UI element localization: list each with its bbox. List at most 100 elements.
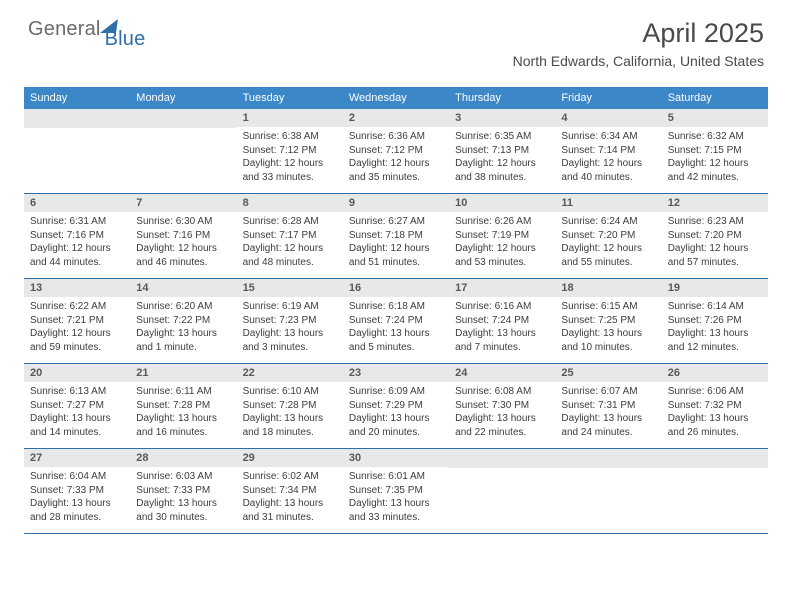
day-cell: 7Sunrise: 6:30 AMSunset: 7:16 PMDaylight… — [130, 194, 236, 278]
sunrise-line: Sunrise: 6:28 AM — [243, 215, 337, 229]
logo-general: General — [28, 18, 101, 41]
sunrise-line: Sunrise: 6:35 AM — [455, 130, 549, 144]
day-cell: 26Sunrise: 6:06 AMSunset: 7:32 PMDayligh… — [662, 364, 768, 448]
day-cell: 17Sunrise: 6:16 AMSunset: 7:24 PMDayligh… — [449, 279, 555, 363]
daylight-line: Daylight: 13 hours and 18 minutes. — [243, 412, 337, 439]
sunrise-line: Sunrise: 6:16 AM — [455, 300, 549, 314]
sunset-line: Sunset: 7:23 PM — [243, 314, 337, 328]
day-cell: 10Sunrise: 6:26 AMSunset: 7:19 PMDayligh… — [449, 194, 555, 278]
day-cell: 5 Sunrise: 6:32 AMSunset: 7:15 PMDaylight… — [662, 109, 768, 193]
daylight-line: Daylight: 13 hours and 14 minutes. — [30, 412, 124, 439]
sunset-line: Sunset: 7:16 PM — [136, 229, 230, 243]
daylight-line: Daylight: 13 hours and 33 minutes. — [349, 497, 443, 524]
day-body: Sunrise: 6:31 AMSunset: 7:16 PMDaylight:… — [24, 212, 130, 275]
day-cell: 11Sunrise: 6:24 AMSunset: 7:20 PMDayligh… — [555, 194, 661, 278]
day-body: Sunrise: 6:30 AMSunset: 7:16 PMDaylight:… — [130, 212, 236, 275]
daylight-line: Daylight: 12 hours and 42 minutes. — [668, 157, 762, 184]
day-number — [662, 449, 768, 468]
sunset-line: Sunset: 7:29 PM — [349, 399, 443, 413]
day-cell: 9Sunrise: 6:27 AMSunset: 7:18 PMDaylight… — [343, 194, 449, 278]
sunset-line: Sunset: 7:12 PM — [349, 144, 443, 158]
day-body: Sunrise: 6:38 AMSunset: 7:12 PMDaylight:… — [237, 127, 343, 190]
sunrise-line: Sunrise: 6:08 AM — [455, 385, 549, 399]
sunset-line: Sunset: 7:24 PM — [349, 314, 443, 328]
dow-friday: Friday — [555, 87, 661, 109]
day-number — [24, 109, 130, 128]
day-cell: 28Sunrise: 6:03 AMSunset: 7:33 PMDayligh… — [130, 449, 236, 533]
day-number: 29 — [237, 449, 343, 467]
day-number: 22 — [237, 364, 343, 382]
sunset-line: Sunset: 7:26 PM — [668, 314, 762, 328]
day-cell: 3Sunrise: 6:35 AMSunset: 7:13 PMDaylight… — [449, 109, 555, 193]
sunset-line: Sunset: 7:24 PM — [455, 314, 549, 328]
day-cell: 16Sunrise: 6:18 AMSunset: 7:24 PMDayligh… — [343, 279, 449, 363]
day-body: Sunrise: 6:20 AMSunset: 7:22 PMDaylight:… — [130, 297, 236, 360]
day-cell: 15Sunrise: 6:19 AMSunset: 7:23 PMDayligh… — [237, 279, 343, 363]
daylight-line: Daylight: 13 hours and 31 minutes. — [243, 497, 337, 524]
day-cell: 22Sunrise: 6:10 AMSunset: 7:28 PMDayligh… — [237, 364, 343, 448]
sunrise-line: Sunrise: 6:19 AM — [243, 300, 337, 314]
location: North Edwards, California, United States — [513, 53, 764, 69]
day-body: Sunrise: 6:19 AMSunset: 7:23 PMDaylight:… — [237, 297, 343, 360]
day-body: Sunrise: 6:26 AMSunset: 7:19 PMDaylight:… — [449, 212, 555, 275]
day-number: 9 — [343, 194, 449, 212]
sunrise-line: Sunrise: 6:32 AM — [668, 130, 762, 144]
day-body: Sunrise: 6:16 AMSunset: 7:24 PMDaylight:… — [449, 297, 555, 360]
day-body: Sunrise: 6:18 AMSunset: 7:24 PMDaylight:… — [343, 297, 449, 360]
sunset-line: Sunset: 7:25 PM — [561, 314, 655, 328]
sunrise-line: Sunrise: 6:26 AM — [455, 215, 549, 229]
day-body: Sunrise: 6:07 AMSunset: 7:31 PMDaylight:… — [555, 382, 661, 445]
day-number: 24 — [449, 364, 555, 382]
sunset-line: Sunset: 7:30 PM — [455, 399, 549, 413]
sunset-line: Sunset: 7:28 PM — [136, 399, 230, 413]
sunset-line: Sunset: 7:33 PM — [136, 484, 230, 498]
daylight-line: Daylight: 12 hours and 40 minutes. — [561, 157, 655, 184]
sunrise-line: Sunrise: 6:11 AM — [136, 385, 230, 399]
day-number: 5 — [662, 109, 768, 127]
day-number: 26 — [662, 364, 768, 382]
day-number — [130, 109, 236, 128]
sunset-line: Sunset: 7:13 PM — [455, 144, 549, 158]
day-cell-empty — [449, 449, 555, 533]
sunset-line: Sunset: 7:34 PM — [243, 484, 337, 498]
daylight-line: Daylight: 13 hours and 3 minutes. — [243, 327, 337, 354]
day-number: 12 — [662, 194, 768, 212]
dow-row: SundayMondayTuesdayWednesdayThursdayFrid… — [24, 87, 768, 109]
sunrise-line: Sunrise: 6:20 AM — [136, 300, 230, 314]
day-cell: 20Sunrise: 6:13 AMSunset: 7:27 PMDayligh… — [24, 364, 130, 448]
day-cell-empty — [555, 449, 661, 533]
day-cell-empty — [24, 109, 130, 193]
sunset-line: Sunset: 7:16 PM — [30, 229, 124, 243]
logo-blue: Blue — [105, 28, 146, 51]
sunset-line: Sunset: 7:14 PM — [561, 144, 655, 158]
sunrise-line: Sunrise: 6:30 AM — [136, 215, 230, 229]
daylight-line: Daylight: 13 hours and 10 minutes. — [561, 327, 655, 354]
day-number: 18 — [555, 279, 661, 297]
sunrise-line: Sunrise: 6:14 AM — [668, 300, 762, 314]
sunset-line: Sunset: 7:15 PM — [668, 144, 762, 158]
daylight-line: Daylight: 12 hours and 38 minutes. — [455, 157, 549, 184]
day-cell: 8Sunrise: 6:28 AMSunset: 7:17 PMDaylight… — [237, 194, 343, 278]
sunset-line: Sunset: 7:17 PM — [243, 229, 337, 243]
sunrise-line: Sunrise: 6:24 AM — [561, 215, 655, 229]
sunrise-line: Sunrise: 6:04 AM — [30, 470, 124, 484]
week-row: 13Sunrise: 6:22 AMSunset: 7:21 PMDayligh… — [24, 279, 768, 364]
sunset-line: Sunset: 7:19 PM — [455, 229, 549, 243]
sunset-line: Sunset: 7:22 PM — [136, 314, 230, 328]
day-body: Sunrise: 6:22 AMSunset: 7:21 PMDaylight:… — [24, 297, 130, 360]
day-number: 19 — [662, 279, 768, 297]
daylight-line: Daylight: 12 hours and 55 minutes. — [561, 242, 655, 269]
daylight-line: Daylight: 13 hours and 20 minutes. — [349, 412, 443, 439]
daylight-line: Daylight: 12 hours and 46 minutes. — [136, 242, 230, 269]
sunrise-line: Sunrise: 6:38 AM — [243, 130, 337, 144]
sunrise-line: Sunrise: 6:18 AM — [349, 300, 443, 314]
daylight-line: Daylight: 12 hours and 48 minutes. — [243, 242, 337, 269]
day-cell-empty — [130, 109, 236, 193]
daylight-line: Daylight: 12 hours and 44 minutes. — [30, 242, 124, 269]
sunset-line: Sunset: 7:28 PM — [243, 399, 337, 413]
day-body: Sunrise: 6:06 AMSunset: 7:32 PMDaylight:… — [662, 382, 768, 445]
day-cell: 1Sunrise: 6:38 AMSunset: 7:12 PMDaylight… — [237, 109, 343, 193]
day-cell: 4Sunrise: 6:34 AMSunset: 7:14 PMDaylight… — [555, 109, 661, 193]
day-cell: 13Sunrise: 6:22 AMSunset: 7:21 PMDayligh… — [24, 279, 130, 363]
day-number: 2 — [343, 109, 449, 127]
